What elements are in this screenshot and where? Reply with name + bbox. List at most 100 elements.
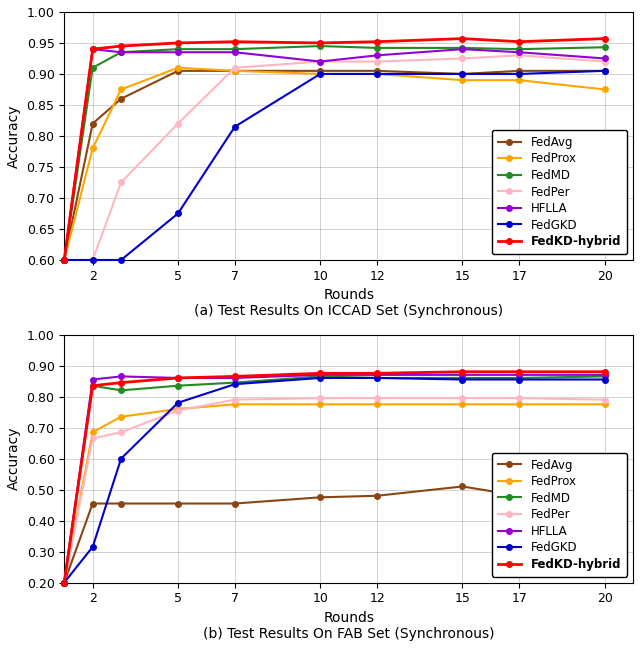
Line: HFLLA: HFLLA (61, 372, 607, 585)
HFLLA (373, 51, 381, 59)
FedPer (174, 120, 182, 128)
HFLLA (117, 49, 125, 56)
FedProx (601, 400, 609, 408)
FedAvg (174, 67, 182, 75)
FedMD (89, 64, 97, 72)
FedPer (515, 51, 523, 59)
FedAvg (601, 492, 609, 500)
Line: FedAvg: FedAvg (61, 483, 607, 585)
FedProx (316, 70, 324, 78)
FedPer (601, 396, 609, 404)
FedPer (231, 64, 239, 72)
FedPer (60, 579, 68, 586)
FedProx (515, 400, 523, 408)
Legend: FedAvg, FedProx, FedMD, FedPer, HFLLA, FedGKD, FedKD-hybrid: FedAvg, FedProx, FedMD, FedPer, HFLLA, F… (492, 130, 627, 254)
FedGKD (515, 376, 523, 384)
FedGKD (459, 70, 467, 78)
Legend: FedAvg, FedProx, FedMD, FedPer, HFLLA, FedGKD, FedKD-hybrid: FedAvg, FedProx, FedMD, FedPer, HFLLA, F… (492, 452, 627, 577)
FedPer (601, 58, 609, 65)
HFLLA (174, 49, 182, 56)
FedAvg (174, 500, 182, 507)
FedPer (231, 396, 239, 404)
FedMD (459, 44, 467, 52)
FedPer (373, 58, 381, 65)
FedAvg (515, 67, 523, 75)
FedProx (117, 413, 125, 421)
Line: FedPer: FedPer (61, 52, 607, 262)
HFLLA (117, 373, 125, 380)
Line: FedProx: FedProx (61, 65, 607, 262)
FedKD-hybrid (174, 39, 182, 47)
HFLLA (316, 58, 324, 65)
FedMD (117, 386, 125, 394)
FedGKD (174, 399, 182, 407)
FedProx (60, 256, 68, 264)
FedMD (459, 374, 467, 382)
FedProx (373, 400, 381, 408)
FedProx (231, 67, 239, 75)
FedPer (459, 54, 467, 62)
FedProx (174, 64, 182, 72)
FedGKD (174, 209, 182, 217)
FedKD-hybrid (601, 35, 609, 43)
FedKD-hybrid (316, 39, 324, 47)
X-axis label: Rounds
(b) Test Results On FAB Set (Synchronous): Rounds (b) Test Results On FAB Set (Sync… (203, 611, 494, 641)
Line: FedGKD: FedGKD (61, 375, 607, 585)
FedAvg (89, 500, 97, 507)
FedKD-hybrid (601, 368, 609, 376)
FedPer (316, 394, 324, 402)
FedKD-hybrid (373, 369, 381, 377)
FedMD (117, 49, 125, 56)
FedGKD (231, 122, 239, 130)
HFLLA (601, 54, 609, 62)
FedPer (373, 394, 381, 402)
FedMD (60, 256, 68, 264)
FedAvg (117, 95, 125, 102)
FedMD (373, 44, 381, 52)
FedProx (373, 70, 381, 78)
HFLLA (174, 374, 182, 382)
FedMD (231, 378, 239, 386)
FedMD (373, 374, 381, 382)
FedPer (316, 58, 324, 65)
FedPer (117, 428, 125, 436)
FedGKD (60, 579, 68, 586)
FedProx (89, 428, 97, 436)
FedProx (231, 400, 239, 408)
FedPer (515, 394, 523, 402)
FedKD-hybrid (117, 378, 125, 386)
FedMD (89, 382, 97, 389)
FedProx (459, 400, 467, 408)
FedGKD (231, 380, 239, 388)
FedProx (316, 400, 324, 408)
FedGKD (459, 376, 467, 384)
FedKD-hybrid (89, 382, 97, 389)
FedGKD (60, 256, 68, 264)
FedGKD (89, 256, 97, 264)
HFLLA (316, 371, 324, 378)
FedMD (316, 373, 324, 380)
FedKD-hybrid (231, 373, 239, 380)
HFLLA (89, 376, 97, 384)
FedGKD (515, 70, 523, 78)
Line: FedKD-hybrid: FedKD-hybrid (61, 36, 607, 262)
HFLLA (459, 45, 467, 53)
Line: FedMD: FedMD (61, 374, 607, 585)
HFLLA (515, 49, 523, 56)
FedPer (459, 394, 467, 402)
FedAvg (60, 579, 68, 586)
FedProx (515, 76, 523, 84)
HFLLA (60, 579, 68, 586)
FedPer (89, 435, 97, 443)
FedKD-hybrid (515, 368, 523, 376)
X-axis label: Rounds
(a) Test Results On ICCAD Set (Synchronous): Rounds (a) Test Results On ICCAD Set (Sy… (194, 288, 503, 318)
FedGKD (316, 70, 324, 78)
FedGKD (316, 374, 324, 382)
FedGKD (601, 67, 609, 75)
Line: FedKD-hybrid: FedKD-hybrid (61, 369, 607, 585)
FedKD-hybrid (117, 42, 125, 50)
FedAvg (601, 67, 609, 75)
HFLLA (60, 256, 68, 264)
HFLLA (601, 371, 609, 378)
FedProx (117, 86, 125, 93)
